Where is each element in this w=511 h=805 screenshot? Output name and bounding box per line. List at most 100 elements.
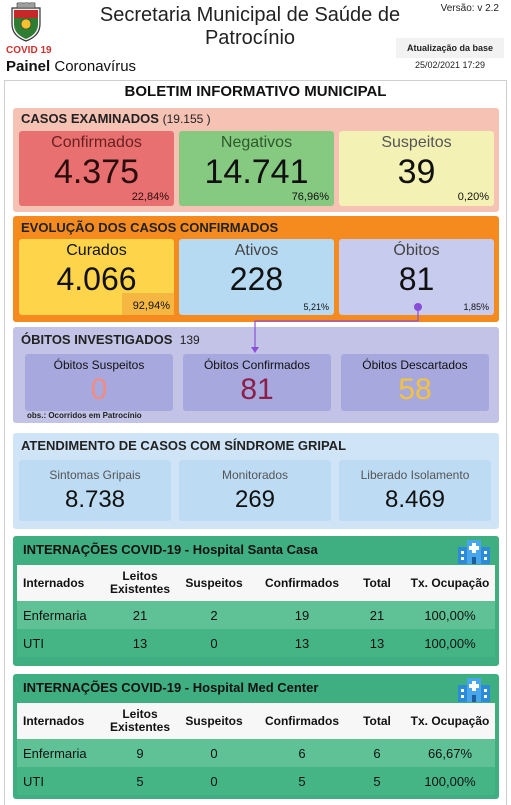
obs-note: obs.: Ocorridos em Patrocínio xyxy=(27,411,142,420)
update-label: Atualização da base xyxy=(396,38,504,58)
city-coat-of-arms-logo xyxy=(11,2,41,42)
ativos-value: 228 xyxy=(229,261,284,297)
table-row: Enfermaria 21 2 19 21 100,00% xyxy=(17,601,495,629)
ativos-pct: 5,21% xyxy=(303,302,329,312)
monitorados-label: Monitorados xyxy=(221,468,289,482)
row-name: UTI xyxy=(23,773,44,789)
row-name: Enfermaria xyxy=(23,607,87,623)
row-confirmados: 13 xyxy=(294,635,310,651)
negativos-pct: 76,96% xyxy=(291,191,329,203)
row-total: 13 xyxy=(369,635,385,651)
obitos-suspeitos-value: 0 xyxy=(90,373,108,406)
casos-total: (19.155 ) xyxy=(162,112,211,126)
header-suspeitos: Suspeitos xyxy=(185,575,243,590)
header-confirmados: Confirmados xyxy=(264,575,339,590)
curados-label: Curados xyxy=(66,242,127,259)
curados-pct: 92,94% xyxy=(122,293,174,315)
sindrome-gripal-section: ATENDIMENTO DE CASOS COM SÍNDROME GRIPAL… xyxy=(13,433,499,529)
sintomas-card: Sintomas Gripais 8.738 xyxy=(19,460,171,521)
painel-rest: Coronavírus xyxy=(50,58,137,75)
header: COVID 19 Painel Coronavírus Secretaria M… xyxy=(0,0,511,80)
covid-label: COVID 19 xyxy=(6,45,52,56)
header-suspeitos: Suspeitos xyxy=(185,713,243,728)
header-ocupacao: Tx. Ocupação xyxy=(410,713,490,728)
hospital-santa-casa-section: INTERNAÇÕES COVID-19 - Hospital Santa Ca… xyxy=(13,536,499,666)
curados-card: Curados 4.066 92,94% xyxy=(19,239,174,315)
painel-bold: Painel xyxy=(6,58,51,75)
header-total: Total xyxy=(363,713,391,728)
row-total: 21 xyxy=(369,607,385,623)
hospital-med-center-title: INTERNAÇÕES COVID-19 - Hospital Med Cent… xyxy=(23,680,319,695)
negativos-label: Negativos xyxy=(220,134,293,151)
header-internados: Internados xyxy=(23,713,85,728)
row-total: 5 xyxy=(373,773,381,789)
suspeitos-card: Suspeitos 39 0,20% xyxy=(339,131,494,206)
obitos-descartados-label: Óbitos Descartados xyxy=(362,358,468,372)
negativos-value: 14.741 xyxy=(204,153,309,191)
row-confirmados: 5 xyxy=(298,773,306,789)
version-label: Versão: v 2.2 xyxy=(440,3,499,14)
dashboard-panel: BOLETIM INFORMATIVO MUNICIPAL CASOS EXAM… xyxy=(4,80,507,805)
row-name: UTI xyxy=(23,635,44,651)
row-suspeitos: 0 xyxy=(210,773,218,789)
table-header-row: Internados Leitos Existentes Suspeitos C… xyxy=(17,703,495,739)
obitos-suspeitos-card: Óbitos Suspeitos 0 xyxy=(25,354,173,411)
update-date: 25/02/2021 17:29 xyxy=(414,60,486,70)
evolucao-title: EVOLUÇÃO DOS CASOS CONFIRMADOS xyxy=(21,220,279,235)
obitos-investigados-title: ÓBITOS INVESTIGADOS 139 xyxy=(21,332,200,347)
hospital-santa-casa-title: INTERNAÇÕES COVID-19 - Hospital Santa Ca… xyxy=(23,542,318,557)
row-leitos: 5 xyxy=(136,773,144,789)
sintomas-label: Sintomas Gripais xyxy=(49,468,141,482)
liberado-label: Liberado Isolamento xyxy=(360,468,470,482)
obitos-descartados-card: Óbitos Descartados 58 xyxy=(341,354,489,411)
sintomas-value: 8.738 xyxy=(64,486,126,513)
obitos-descartados-value: 58 xyxy=(398,373,432,406)
obitos-investigados-section: ÓBITOS INVESTIGADOS 139 Óbitos Suspeitos… xyxy=(13,327,499,423)
painel-title: Painel Coronavírus xyxy=(6,58,136,75)
ativos-card: Ativos 228 5,21% xyxy=(179,239,334,315)
header-total: Total xyxy=(363,575,391,590)
monitorados-value: 269 xyxy=(234,486,276,513)
row-ocupacao: 100,00% xyxy=(424,773,476,789)
casos-examinados-title: CASOS EXAMINADOS (19.155 ) xyxy=(21,111,211,126)
header-confirmados: Confirmados xyxy=(264,713,339,728)
row-suspeitos: 0 xyxy=(210,635,218,651)
ativos-label: Ativos xyxy=(234,242,279,259)
bulletin-title: BOLETIM INFORMATIVO MUNICIPAL xyxy=(124,83,387,100)
obitos-card: Óbitos 81 1,85% xyxy=(339,239,494,315)
row-confirmados: 6 xyxy=(298,745,306,761)
obitos-label: Óbitos xyxy=(393,242,440,259)
obitos-confirmados-value: 81 xyxy=(240,373,274,406)
table-row: UTI 5 0 5 5 100,00% xyxy=(17,767,495,795)
obitos-inv-total: 139 xyxy=(179,333,200,347)
suspeitos-label: Suspeitos xyxy=(381,134,452,151)
row-confirmados: 19 xyxy=(294,607,310,623)
obitos-inv-title-text: ÓBITOS INVESTIGADOS xyxy=(21,332,173,347)
row-leitos: 21 xyxy=(132,607,148,623)
casos-examinados-section: CASOS EXAMINADOS (19.155 ) Confirmados 4… xyxy=(13,108,499,212)
row-ocupacao: 66,67% xyxy=(427,745,473,761)
header-leitos: Leitos Existentes xyxy=(109,707,171,734)
table-row: UTI 13 0 13 13 100,00% xyxy=(17,629,495,657)
suspeitos-pct: 0,20% xyxy=(457,191,489,203)
confirmados-card: Confirmados 4.375 22,84% xyxy=(19,131,174,206)
evolucao-section: EVOLUÇÃO DOS CASOS CONFIRMADOS Curados 4… xyxy=(13,216,499,322)
table-header-row: Internados Leitos Existentes Suspeitos C… xyxy=(17,565,495,601)
hospital-icon xyxy=(458,678,490,702)
obitos-confirmados-card: Óbitos Confirmados 81 xyxy=(183,354,331,411)
obitos-confirmados-label: Óbitos Confirmados xyxy=(203,358,311,372)
row-leitos: 13 xyxy=(132,635,148,651)
curados-value: 4.066 xyxy=(56,261,137,297)
table-row: Enfermaria 9 0 6 6 66,67% xyxy=(17,739,495,767)
page-title: Secretaria Municipal de Saúde de Patrocí… xyxy=(99,4,401,49)
row-leitos: 9 xyxy=(136,745,144,761)
liberado-value: 8.469 xyxy=(384,486,446,513)
monitorados-card: Monitorados 269 xyxy=(179,460,331,521)
negativos-card: Negativos 14.741 76,96% xyxy=(179,131,334,206)
header-internados: Internados xyxy=(23,575,85,590)
row-suspeitos: 0 xyxy=(210,745,218,761)
row-suspeitos: 2 xyxy=(210,607,218,623)
confirmados-pct: 22,84% xyxy=(131,191,169,203)
hospital-med-center-section: INTERNAÇÕES COVID-19 - Hospital Med Cent… xyxy=(13,674,499,799)
suspeitos-value: 39 xyxy=(397,153,436,191)
